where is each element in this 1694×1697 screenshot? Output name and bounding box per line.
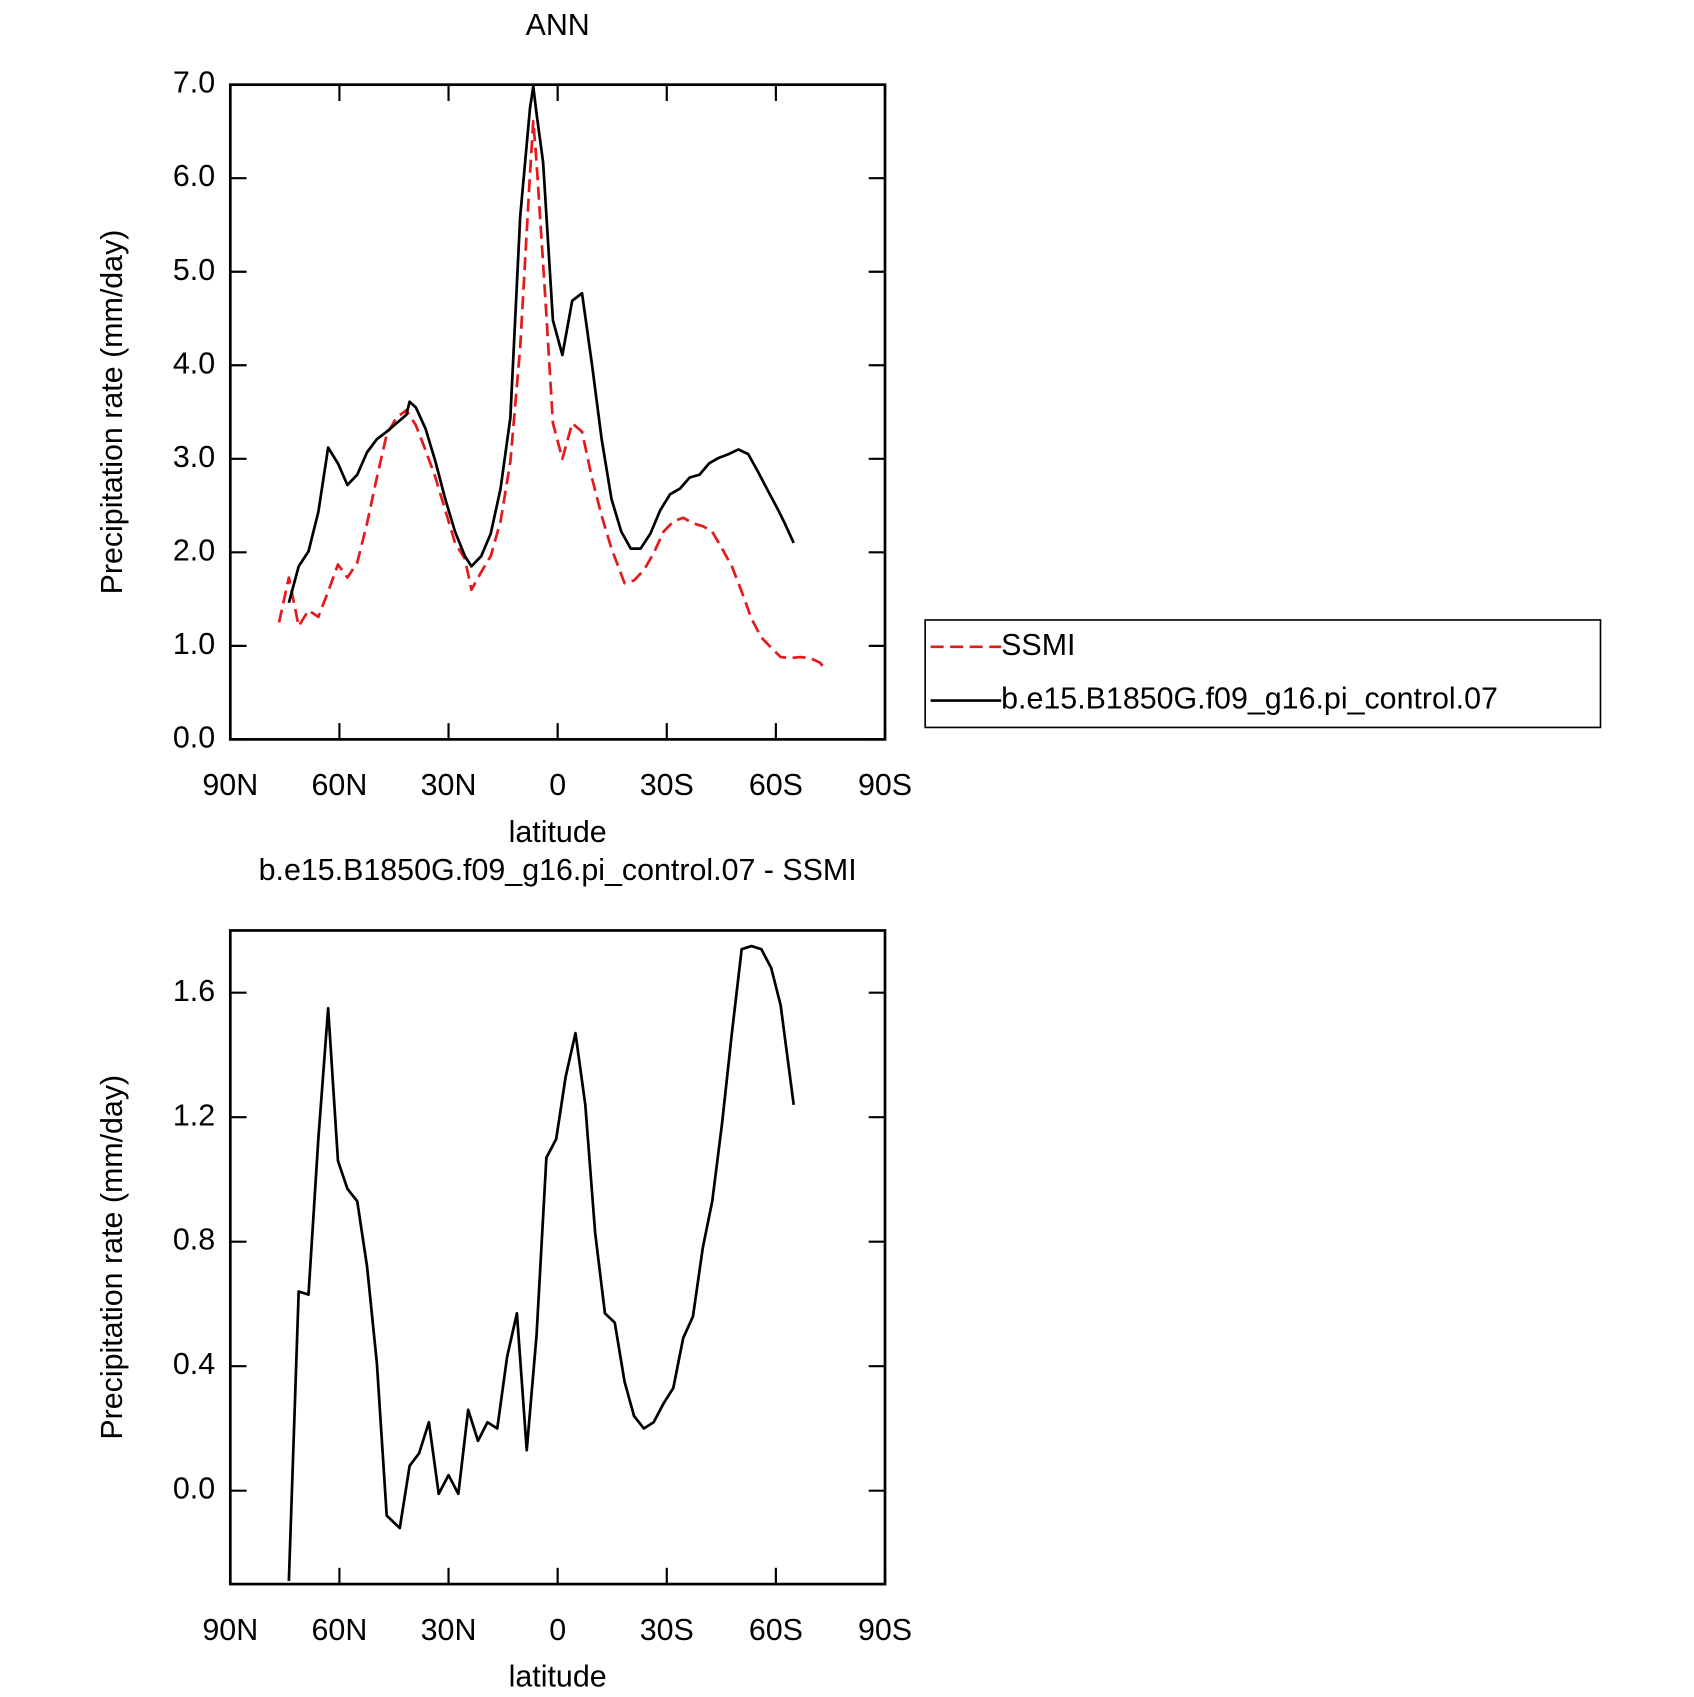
x-axis-label: latitude — [509, 1660, 607, 1694]
x-tick-label: 30S — [640, 768, 694, 802]
y-tick-label: 3.0 — [173, 440, 215, 474]
chart-title: ANN — [526, 8, 590, 42]
y-axis-label: Precipitation rate (mm/day) — [95, 1075, 129, 1440]
y-tick-label: 0.0 — [173, 1472, 215, 1506]
x-tick-label: 90S — [858, 1613, 912, 1647]
y-tick-label: 2.0 — [173, 533, 215, 567]
data-line — [277, 119, 828, 672]
chart-title: b.e15.B1850G.f09_g16.pi_control.07 - SSM… — [259, 853, 857, 887]
legend-box — [924, 619, 1602, 729]
y-tick-label: 1.2 — [173, 1098, 215, 1132]
x-tick-label: 60S — [749, 1613, 803, 1647]
plot-frame — [228, 83, 887, 741]
y-tick-label: 7.0 — [173, 66, 215, 100]
x-tick-label: 90S — [858, 768, 912, 802]
y-tick-label: 6.0 — [173, 159, 215, 193]
y-tick-label: 5.0 — [173, 253, 215, 287]
x-tick-label: 30N — [421, 768, 477, 802]
y-tick-label: 0.4 — [173, 1347, 215, 1381]
x-axis-label: latitude — [509, 815, 607, 849]
y-tick-label: 0.0 — [173, 720, 215, 754]
x-tick-label: 90N — [202, 768, 258, 802]
x-tick-label: 90N — [202, 1613, 258, 1647]
legend-label: b.e15.B1850G.f09_g16.pi_control.07 — [1001, 682, 1498, 716]
y-axis-label: Precipitation rate (mm/day) — [95, 230, 129, 595]
data-line — [287, 944, 796, 1582]
x-tick-label: 60N — [312, 1613, 368, 1647]
y-tick-label: 0.8 — [173, 1223, 215, 1257]
y-tick-label: 4.0 — [173, 346, 215, 380]
x-tick-label: 30N — [421, 1613, 477, 1647]
x-tick-label: 60N — [312, 768, 368, 802]
x-tick-label: 60S — [749, 768, 803, 802]
data-line — [287, 85, 795, 604]
legend-label: SSMI — [1001, 628, 1075, 662]
x-tick-label: 0 — [549, 1613, 566, 1647]
y-tick-label: 1.6 — [173, 974, 215, 1008]
x-tick-label: 30S — [640, 1613, 694, 1647]
x-tick-label: 0 — [549, 768, 566, 802]
plot-frame — [228, 929, 887, 1586]
y-tick-label: 1.0 — [173, 627, 215, 661]
